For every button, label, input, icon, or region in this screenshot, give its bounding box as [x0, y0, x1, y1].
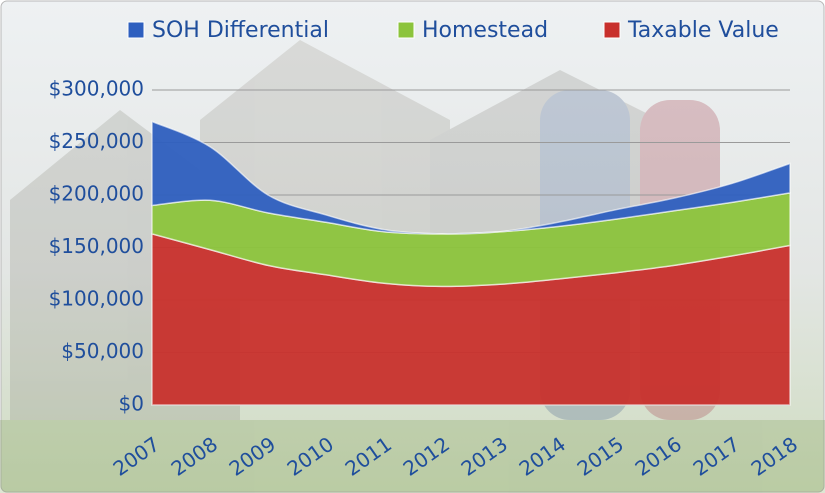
y-tick-label: $200,000: [49, 182, 144, 206]
area: [151, 120, 791, 235]
y-tick-label: $100,000: [49, 287, 144, 311]
legend-label: SOH Differential: [152, 18, 329, 43]
y-tick-label: $50,000: [61, 339, 144, 363]
legend-swatch: [127, 21, 145, 39]
y-tick-label: $300,000: [49, 77, 144, 101]
legend-swatch: [397, 21, 415, 39]
legend-swatch: [603, 21, 621, 39]
y-tick-label: $150,000: [49, 234, 144, 258]
y-tick-label: $250,000: [49, 129, 144, 153]
y-tick-label: $0: [119, 392, 144, 416]
legend-label: Homestead: [422, 18, 548, 43]
legend-label: Taxable Value: [627, 18, 779, 43]
